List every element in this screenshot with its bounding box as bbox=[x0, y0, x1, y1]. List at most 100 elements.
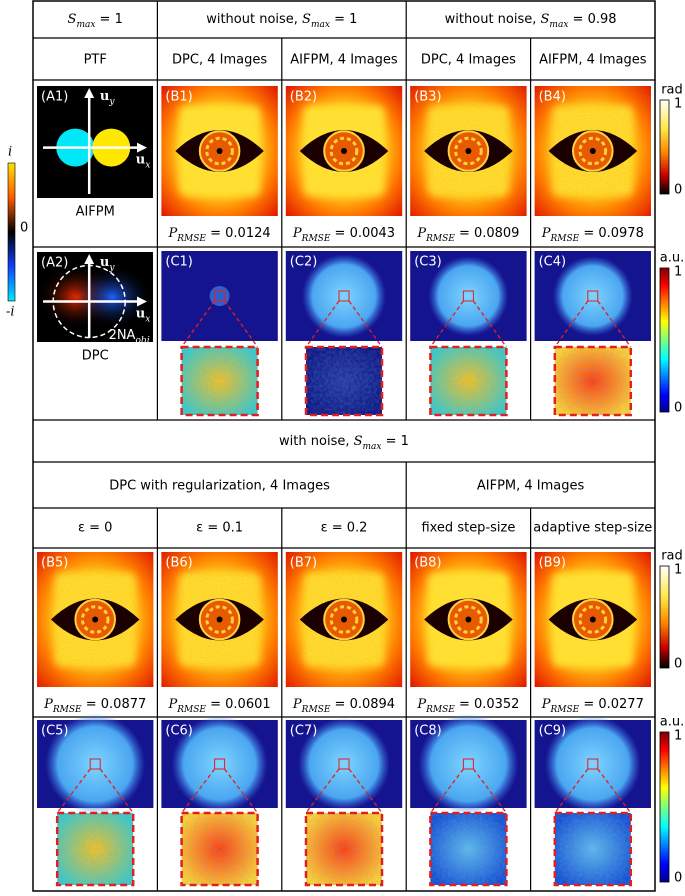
prmse: PRMSE = 0.0043 bbox=[292, 226, 395, 244]
text-part: S bbox=[541, 12, 550, 27]
text-part: x bbox=[145, 160, 150, 170]
text-part: without noise, bbox=[206, 12, 302, 27]
zoom-region bbox=[214, 290, 226, 302]
text-part: = 0.0043 bbox=[330, 226, 395, 241]
text-part: = 0.0877 bbox=[82, 697, 147, 712]
colorbar-tick: i bbox=[8, 145, 12, 160]
colorbar-tick: 0 bbox=[674, 871, 682, 886]
zoom-texture bbox=[306, 813, 382, 885]
colorbar-tick: 0 bbox=[674, 657, 682, 672]
zoom-guide bbox=[554, 768, 589, 814]
text-part: = 0.0124 bbox=[206, 226, 271, 241]
axis-label: uy bbox=[100, 89, 115, 107]
panel-label: (B5) bbox=[41, 556, 68, 571]
ptf-caption: DPC bbox=[82, 349, 109, 364]
header: Smax = 1 bbox=[68, 12, 123, 30]
pupil bbox=[465, 148, 472, 154]
zoom-region bbox=[462, 758, 474, 770]
text-part: = 0.0809 bbox=[455, 226, 520, 241]
table-border bbox=[32, 0, 656, 892]
prmse: PRMSE = 0.0894 bbox=[292, 697, 395, 715]
method-header: DPC with regularization, 4 Images bbox=[109, 479, 330, 494]
column-header: ε = 0.2 bbox=[321, 521, 368, 536]
pupil bbox=[465, 616, 472, 623]
panel-label: (C9) bbox=[539, 724, 567, 739]
zoom-region bbox=[89, 758, 101, 770]
header: with noise, Smax = 1 bbox=[279, 434, 409, 452]
spectrum bbox=[45, 714, 146, 814]
text-part: P bbox=[292, 697, 302, 712]
text-part: u bbox=[100, 255, 109, 270]
ptf-caption: AIFPM bbox=[76, 205, 115, 220]
colorbar-tick: 0 bbox=[674, 401, 682, 416]
iris-ring bbox=[578, 136, 608, 166]
pupil bbox=[92, 616, 99, 623]
panel-label: (B6) bbox=[165, 556, 192, 571]
text-part: RMSE bbox=[176, 705, 206, 715]
iris-ring bbox=[329, 136, 359, 166]
text-part: = 1 bbox=[330, 12, 357, 27]
zoom-guide bbox=[224, 300, 259, 348]
zoom-guide bbox=[429, 768, 464, 814]
zoom-guide bbox=[348, 768, 383, 814]
text-part: P bbox=[292, 226, 302, 241]
text-part: = 0.0277 bbox=[579, 697, 644, 712]
panel-label: (C1) bbox=[165, 255, 193, 270]
zoom-guide bbox=[597, 768, 632, 814]
zoom-guide bbox=[472, 768, 507, 814]
zoom-texture bbox=[306, 347, 382, 415]
text-part: = 1 bbox=[95, 12, 122, 27]
colorbar-unit: rad bbox=[661, 83, 683, 98]
text-part: P bbox=[416, 226, 426, 241]
pupil bbox=[341, 148, 347, 154]
zoom-guide bbox=[348, 300, 383, 348]
iris-ring bbox=[578, 605, 608, 634]
zoom-border bbox=[429, 345, 508, 417]
text-part: RMSE bbox=[549, 234, 579, 244]
text-part: P bbox=[541, 697, 551, 712]
colorbar-tick: -i bbox=[6, 305, 15, 320]
column-header: adaptive step-size bbox=[533, 521, 652, 536]
panel-label: (A1) bbox=[41, 90, 68, 105]
text-part: max bbox=[363, 442, 382, 452]
column-header: AIFPM, 4 Images bbox=[539, 53, 647, 68]
colorbar bbox=[659, 99, 670, 195]
zoom-texture bbox=[554, 347, 631, 415]
text-part: u bbox=[136, 152, 145, 167]
panel-label: (B8) bbox=[414, 556, 441, 571]
text-part: obj bbox=[135, 336, 149, 346]
column-header: DPC, 4 Images bbox=[172, 53, 267, 68]
column-header: fixed step-size bbox=[421, 521, 515, 536]
zoom-region bbox=[338, 758, 350, 770]
colorbar-unit: a.u. bbox=[660, 715, 684, 730]
panel-label: (C8) bbox=[414, 724, 442, 739]
colorbar bbox=[659, 565, 670, 669]
arrow bbox=[84, 88, 95, 98]
axis-label: ux bbox=[136, 152, 151, 170]
panel-label: (B7) bbox=[290, 556, 317, 571]
column-header: ε = 0 bbox=[78, 521, 112, 536]
prmse: PRMSE = 0.0352 bbox=[416, 697, 519, 715]
zoom-texture bbox=[57, 813, 134, 885]
text-part: 2NA bbox=[109, 328, 136, 343]
spectrum bbox=[418, 714, 519, 814]
zoom-guide bbox=[554, 300, 589, 348]
panel-label: (C7) bbox=[290, 724, 318, 739]
text-part: max bbox=[549, 20, 568, 30]
zoom-border bbox=[304, 345, 384, 417]
colorbar bbox=[659, 731, 670, 883]
spectrum bbox=[544, 716, 641, 812]
prmse: PRMSE = 0.0877 bbox=[43, 697, 146, 715]
zoom-guide bbox=[224, 768, 259, 814]
ptf-lobe bbox=[37, 252, 153, 342]
text-part: u bbox=[100, 89, 109, 104]
pupil bbox=[216, 616, 223, 623]
zoom-guide bbox=[597, 300, 632, 348]
text-part: = 0.0978 bbox=[579, 226, 644, 241]
colorbar bbox=[659, 267, 670, 413]
zoom-border bbox=[180, 811, 259, 887]
panel-label: (B9) bbox=[539, 556, 566, 571]
zoom-border bbox=[553, 345, 633, 417]
